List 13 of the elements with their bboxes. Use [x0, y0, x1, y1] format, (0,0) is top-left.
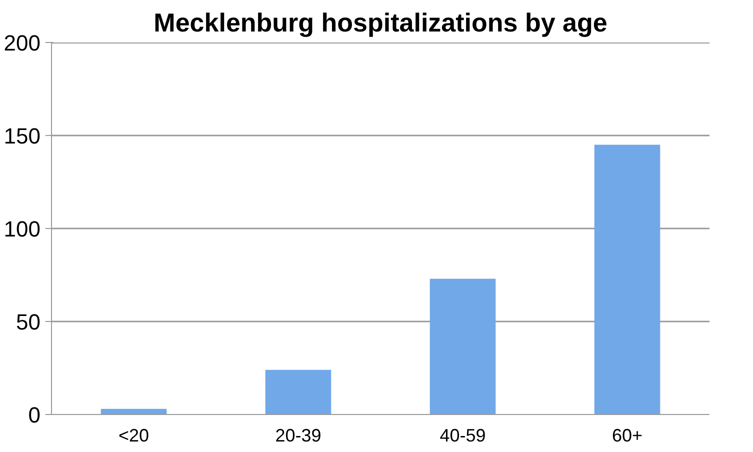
chart-title: Mecklenburg hospitalizations by age [154, 8, 608, 38]
bar [265, 370, 332, 414]
x-tick-label: <20 [118, 426, 150, 446]
y-tick-label: 100 [4, 216, 41, 242]
y-tick-label: 150 [4, 124, 41, 148]
bar [430, 278, 496, 414]
x-tick-label: 40-59 [440, 426, 486, 446]
y-tick-label: 0 [28, 402, 41, 428]
y-tick-label: 200 [4, 30, 41, 56]
x-tick-label: 60+ [612, 426, 643, 446]
bar [594, 144, 660, 414]
y-tick-label: 50 [16, 310, 41, 334]
x-tick-label: 20-39 [275, 426, 322, 446]
